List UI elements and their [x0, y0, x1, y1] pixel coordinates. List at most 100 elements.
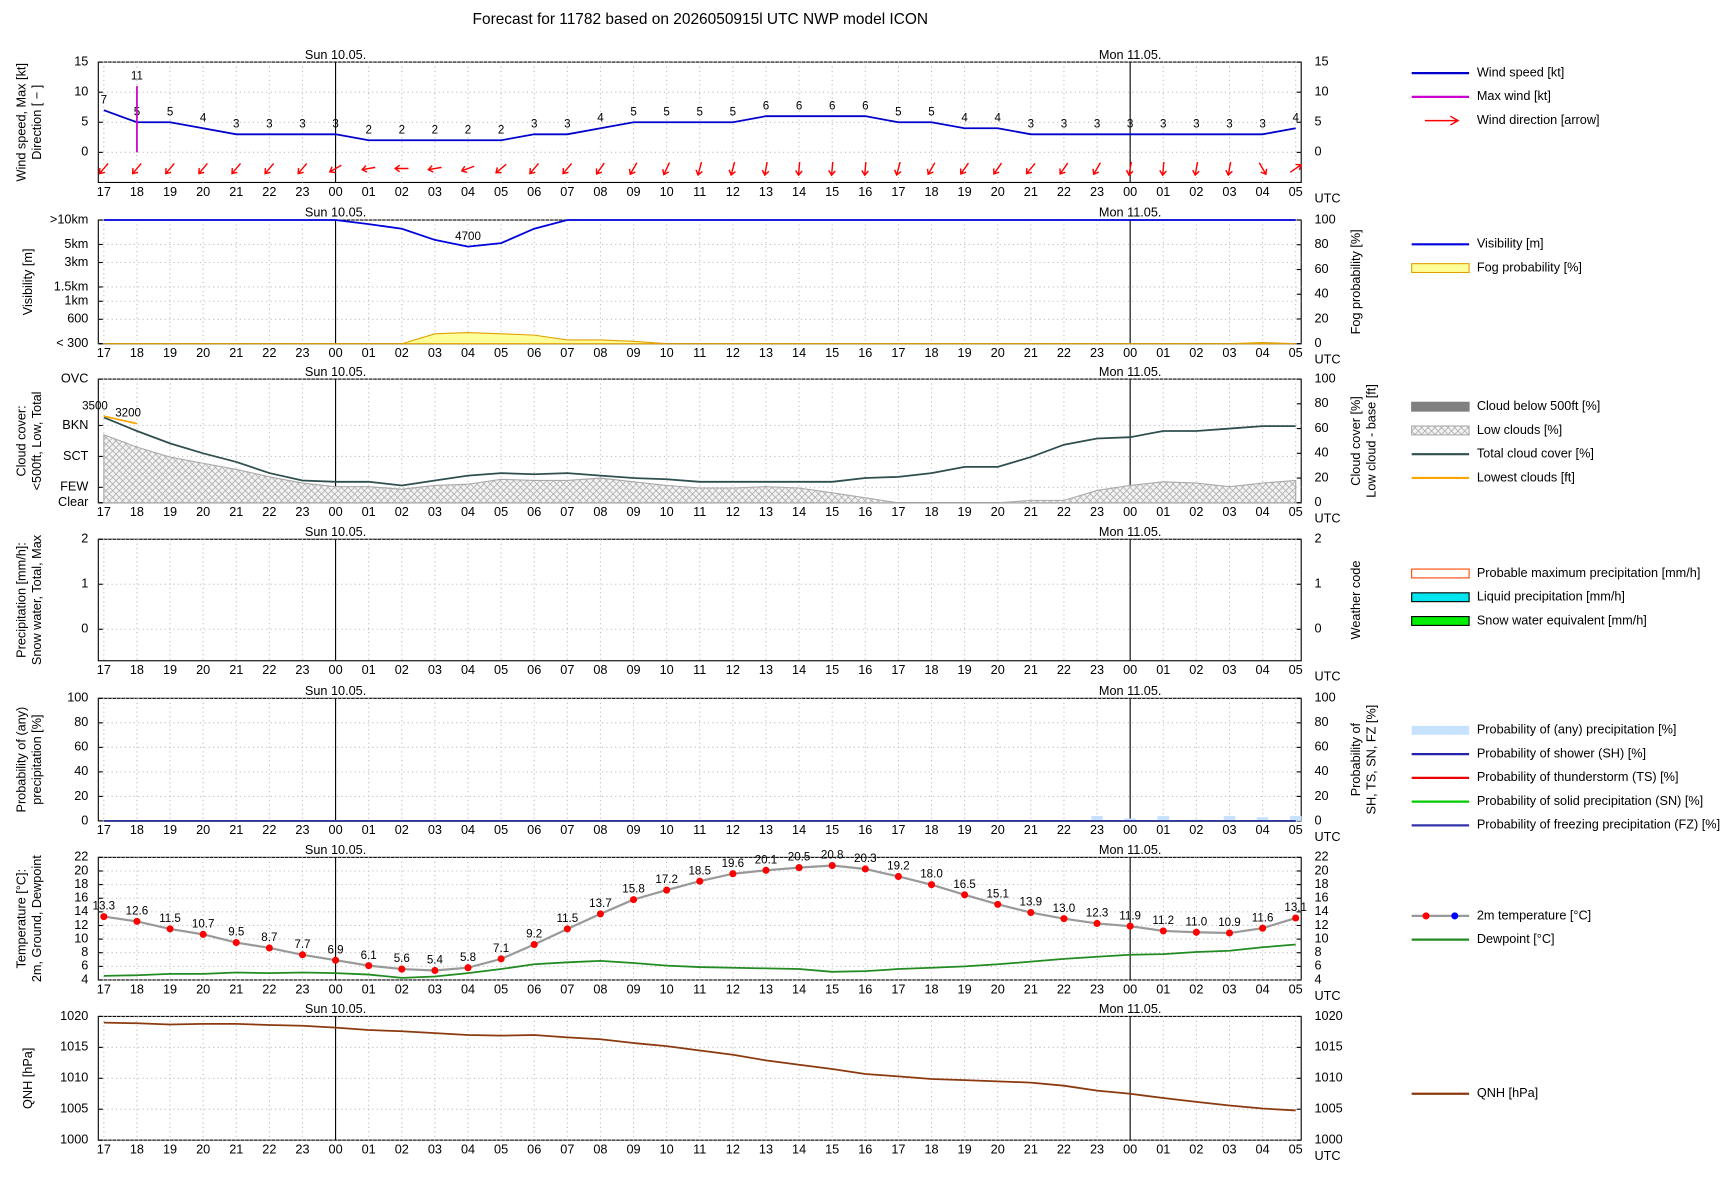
wind-arrow: [662, 162, 671, 176]
data-label: 3: [564, 118, 570, 130]
point: [232, 938, 240, 947]
day-label: Sun 10.05.: [305, 206, 366, 220]
x-tick-label: 04: [1256, 982, 1270, 996]
y2-tick-label: 60: [1314, 421, 1328, 435]
y-tick-label: 60: [74, 740, 88, 754]
area-series: [103, 433, 1297, 504]
legend-label: Dewpoint [°C]: [1477, 932, 1555, 946]
x-tick-label: 03: [1222, 823, 1236, 837]
x-tick-label: 13: [759, 982, 773, 996]
data-label: 3: [299, 118, 305, 130]
x-tick-label: 22: [262, 505, 276, 519]
data-label: 3: [1094, 118, 1100, 130]
wind-arrow: [264, 162, 275, 175]
data-label: 19.2: [887, 861, 910, 873]
data-label: 2: [498, 124, 504, 136]
x-tick-label: 23: [1090, 663, 1104, 677]
x-tick-label: 03: [428, 1142, 442, 1156]
data-label: 16.5: [953, 879, 976, 891]
y-tick-label: 2: [81, 532, 88, 546]
x-tick-label: 15: [825, 663, 839, 677]
y-axis-label: Cloud cover:: [14, 405, 28, 476]
data-label: 3: [332, 118, 338, 130]
point: [663, 886, 671, 894]
wind-arrow: [959, 162, 970, 175]
data-label: 10.7: [192, 918, 215, 930]
day-label: Mon 11.05.: [1099, 843, 1162, 857]
bar: [1289, 816, 1302, 821]
point: [398, 965, 406, 973]
y2-tick-label: 20: [1314, 789, 1328, 803]
point: [1093, 919, 1101, 927]
x-tick-label: 12: [726, 346, 740, 360]
wind-arrow: [695, 161, 703, 177]
x-tick-label: 02: [395, 982, 409, 996]
day-label: Sun 10.05.: [305, 365, 366, 379]
y-tick-label: 0: [81, 622, 88, 636]
x-tick-label: 22: [1057, 185, 1071, 199]
point: [365, 962, 373, 970]
data-label: 2: [399, 124, 405, 136]
x-tick-label: 05: [1289, 346, 1303, 360]
x-unit: UTC: [1314, 989, 1340, 1003]
x-tick-label: 05: [494, 663, 508, 677]
x-tick-label: 21: [229, 663, 243, 677]
wind-arrow: [1159, 161, 1167, 177]
data-label: 6: [763, 100, 769, 112]
x-tick-label: 19: [163, 663, 177, 677]
x-tick-label: 00: [1123, 185, 1137, 199]
point: [1259, 924, 1267, 932]
point: [927, 881, 936, 889]
y-tick-label: 1010: [60, 1071, 88, 1085]
bar: [1256, 817, 1269, 821]
data-label: 20.3: [854, 853, 877, 865]
x-tick-label: 21: [1024, 1142, 1038, 1156]
legend-label: Wind speed [kt]: [1477, 65, 1564, 79]
x-tick-label: 22: [262, 185, 276, 199]
x-tick-label: 05: [494, 346, 508, 360]
data-label: 5: [167, 106, 173, 118]
y-axis-label: Visibility [m]: [21, 249, 35, 316]
data-label: 4: [961, 112, 968, 124]
y-tick-label: 4: [81, 972, 88, 986]
y-tick-label: 12: [74, 918, 88, 932]
data-label: 5.6: [394, 953, 410, 965]
bar: [1157, 816, 1170, 821]
y-tick-label: SCT: [63, 449, 89, 463]
point: [894, 872, 902, 880]
x-tick-label: 00: [1123, 346, 1137, 360]
data-label: 10.9: [1218, 917, 1241, 929]
y-axis-label: precipitation [%]: [30, 714, 44, 804]
x-tick-label: 23: [295, 663, 309, 677]
x-tick-label: 02: [395, 823, 409, 837]
data-label: 9.2: [526, 929, 542, 941]
x-tick-label: 17: [97, 505, 111, 519]
x-tick-label: 18: [924, 663, 938, 677]
x-tick-label: 04: [461, 823, 475, 837]
data-label: 5: [663, 106, 669, 118]
x-tick-label: 18: [924, 185, 938, 199]
x-tick-label: 18: [130, 823, 144, 837]
x-tick-label: 22: [262, 982, 276, 996]
x-tick-label: 05: [494, 823, 508, 837]
data-label: 3: [1259, 118, 1265, 130]
legend-label: Probability of shower (SH) [%]: [1477, 746, 1646, 760]
point: [464, 964, 472, 972]
x-tick-label: 03: [1222, 1142, 1236, 1156]
x-tick-label: 17: [97, 823, 111, 837]
x-tick-label: 03: [428, 982, 442, 996]
point: [762, 866, 770, 874]
x-tick-label: 16: [858, 663, 872, 677]
x-tick-label: 03: [428, 505, 442, 519]
x-tick-label: 02: [395, 1142, 409, 1156]
legend-label: Probable maximum precipitation [mm/h]: [1477, 566, 1701, 580]
wind-arrow: [1192, 161, 1200, 177]
x-tick-label: 13: [759, 346, 773, 360]
x-tick-label: 18: [924, 1142, 938, 1156]
x-tick-label: 07: [560, 663, 574, 677]
x-tick-label: 19: [163, 505, 177, 519]
point: [497, 955, 505, 963]
data-label: 13.1: [1284, 902, 1307, 914]
day-label: Mon 11.05.: [1099, 365, 1162, 379]
y-tick-label: 10: [74, 85, 88, 99]
